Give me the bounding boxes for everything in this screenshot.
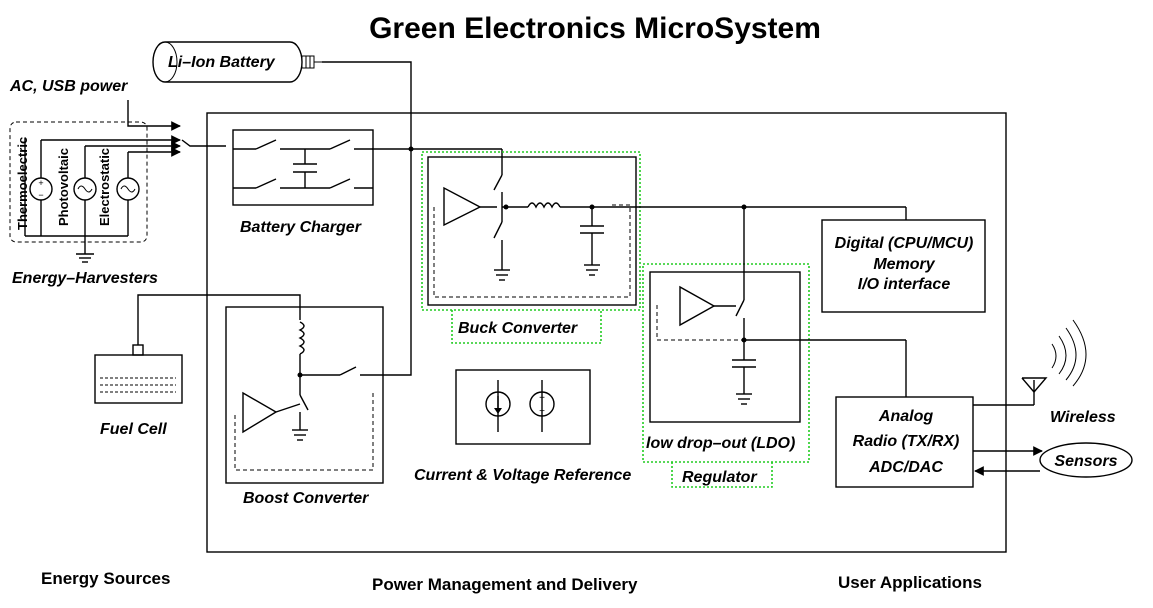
ldo-box <box>649 271 801 423</box>
buck-converter-box <box>427 156 637 306</box>
digital-line-1: Digital (CPU/MCU) <box>835 235 974 252</box>
battery-charger-box <box>232 129 374 206</box>
analog-line-2: Radio (TX/RX) <box>853 433 960 450</box>
analog-line-1: Analog <box>878 408 933 425</box>
boost-converter-label: Boost Converter <box>243 490 369 507</box>
digital-line-3: I/O interface <box>858 276 951 293</box>
harvesters-label: Energy–Harvesters <box>12 270 158 287</box>
reference-label: Current & Voltage Reference <box>414 467 631 484</box>
analog-line-3: ADC/DAC <box>868 459 943 476</box>
fuel-cell-icon <box>94 344 183 404</box>
footer-user-applications: User Applications <box>838 573 982 592</box>
svg-text:−: − <box>38 190 43 200</box>
ldo-label-line2: Regulator <box>682 469 757 486</box>
harvester-label-photo: Photovoltaic <box>56 148 71 226</box>
harvester-label-thermo: Thermoelectric <box>15 137 30 230</box>
ldo-green-border <box>642 263 810 463</box>
footer-energy-sources: Energy Sources <box>41 569 170 588</box>
svg-text:+: + <box>38 178 43 188</box>
wireless-label: Wireless <box>1050 409 1116 426</box>
reference-box <box>455 369 591 445</box>
harvester-label-electro: Electrostatic <box>97 148 112 226</box>
analog-block <box>835 396 974 488</box>
digital-line-2: Memory <box>873 256 935 273</box>
buck-converter-circuit <box>443 174 906 281</box>
sensors-label: Sensors <box>1054 453 1117 470</box>
boost-converter-box <box>225 306 384 484</box>
fuel-cell-label: Fuel Cell <box>100 421 167 438</box>
ac-usb-label: AC, USB power <box>9 78 128 95</box>
buck-converter-green-border <box>421 151 641 311</box>
battery-icon <box>152 41 322 83</box>
svg-text:+: + <box>539 393 545 404</box>
ldo-circuit <box>679 204 906 405</box>
digital-block <box>821 219 986 313</box>
page-title: Green Electronics MicroSystem <box>369 12 821 45</box>
reference-sources: + − <box>485 380 555 432</box>
battery-label: Li–Ion Battery <box>168 54 276 71</box>
battery-charger-circuit <box>233 139 373 189</box>
sensors-ellipse <box>1039 442 1133 478</box>
power-management-frame <box>206 112 1007 553</box>
boost-converter-circuit <box>242 321 382 441</box>
buck-converter-label: Buck Converter <box>458 320 578 337</box>
svg-text:−: − <box>539 406 545 417</box>
harvester-sources: + − <box>24 135 181 263</box>
antenna-icon <box>973 319 1087 406</box>
footer-power-management: Power Management and Delivery <box>372 575 638 594</box>
ldo-label-line1: low drop–out (LDO) <box>646 435 795 452</box>
battery-charger-label: Battery Charger <box>240 219 362 236</box>
